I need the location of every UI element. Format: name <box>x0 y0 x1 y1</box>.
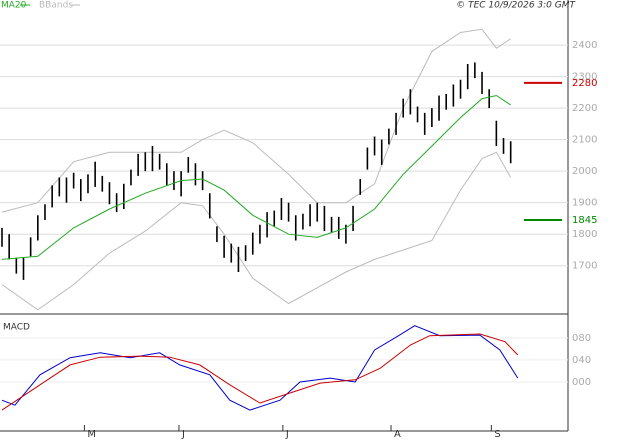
series-line <box>1 325 519 411</box>
bband-upper <box>1 28 511 213</box>
y-tick-label: 2100 <box>572 135 597 146</box>
x-tick-label: A <box>394 429 401 440</box>
y-tick-label: 080 <box>572 333 591 344</box>
panel-title: MACD <box>3 323 30 333</box>
level-label: 1845 <box>572 215 597 226</box>
x-tick-label: J <box>285 429 289 440</box>
y-tick-label: 2400 <box>572 40 597 51</box>
x-tick-label: S <box>494 429 500 440</box>
credit: © TEC 10/9/2026 3:0 GMT <box>456 1 576 11</box>
series-line <box>1 333 519 411</box>
x-tick-label: J <box>181 429 185 440</box>
y-tick-label: 2200 <box>572 103 597 114</box>
x-tick-label: M <box>87 429 96 440</box>
level-label: 2280 <box>572 78 597 89</box>
y-tick-label: 2000 <box>572 166 597 177</box>
y-tick-label: 1700 <box>572 261 597 272</box>
series-line <box>1 94 511 260</box>
bband-lower <box>1 151 512 311</box>
legend-label: BBands <box>39 1 73 11</box>
y-tick-label: 040 <box>572 355 591 366</box>
y-tick-label: 1800 <box>572 229 597 240</box>
legend-label: MA20 <box>1 1 27 11</box>
y-tick-label: 2300 <box>572 72 597 83</box>
y-tick-label: 000 <box>572 377 591 388</box>
y-tick-label: 1900 <box>572 198 597 209</box>
